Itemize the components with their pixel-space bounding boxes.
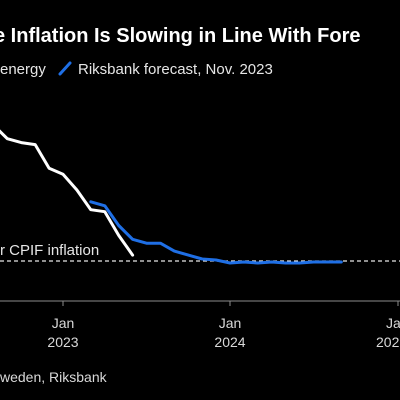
x-tick-label-year-2023: 2023	[47, 334, 78, 350]
target-label: r CPIF inflation	[0, 242, 99, 259]
legend: energy Riksbank forecast, Nov. 2023	[0, 61, 273, 78]
x-tick-label-month-2025: Jan	[386, 315, 400, 331]
x-ticks: Jan 2023 Jan 2024 Jan 202	[47, 301, 400, 350]
chart-title: e Inflation Is Slowing in Line With Fore	[0, 25, 360, 47]
legend-label-forecast: Riksbank forecast, Nov. 2023	[78, 61, 273, 78]
x-tick-label-year-2025: 202	[376, 334, 400, 350]
x-tick-label-year-2024: 2024	[214, 334, 245, 350]
series-line-actual	[0, 129, 135, 257]
source-note: weden, Riksbank	[0, 369, 108, 385]
legend-swatch-forecast	[58, 61, 72, 76]
legend-label-actual: energy	[0, 61, 46, 78]
x-tick-label-month-2024: Jan	[219, 315, 242, 331]
x-tick-label-month-2023: Jan	[52, 315, 75, 331]
series-line-forecast	[89, 200, 343, 265]
